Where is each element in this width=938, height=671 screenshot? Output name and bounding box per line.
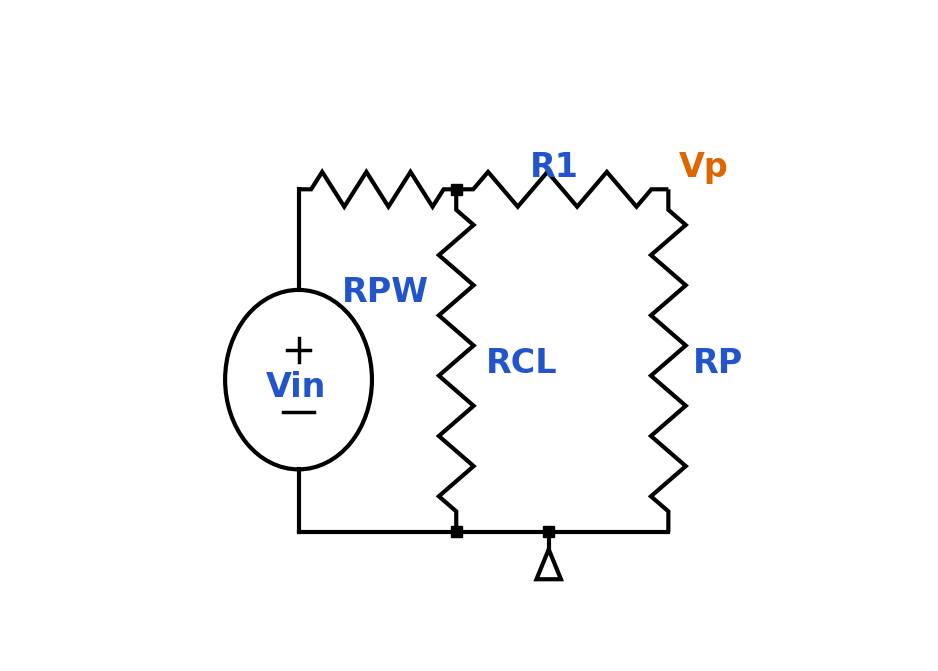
Text: RP: RP (693, 347, 743, 380)
Text: Vp: Vp (679, 151, 729, 184)
Bar (543, 527, 554, 537)
Text: Vin: Vin (265, 371, 326, 405)
Text: RCL: RCL (486, 347, 558, 380)
Text: R1: R1 (530, 151, 579, 184)
Bar (451, 184, 461, 195)
Text: RPW: RPW (342, 276, 429, 309)
Bar (451, 527, 461, 537)
